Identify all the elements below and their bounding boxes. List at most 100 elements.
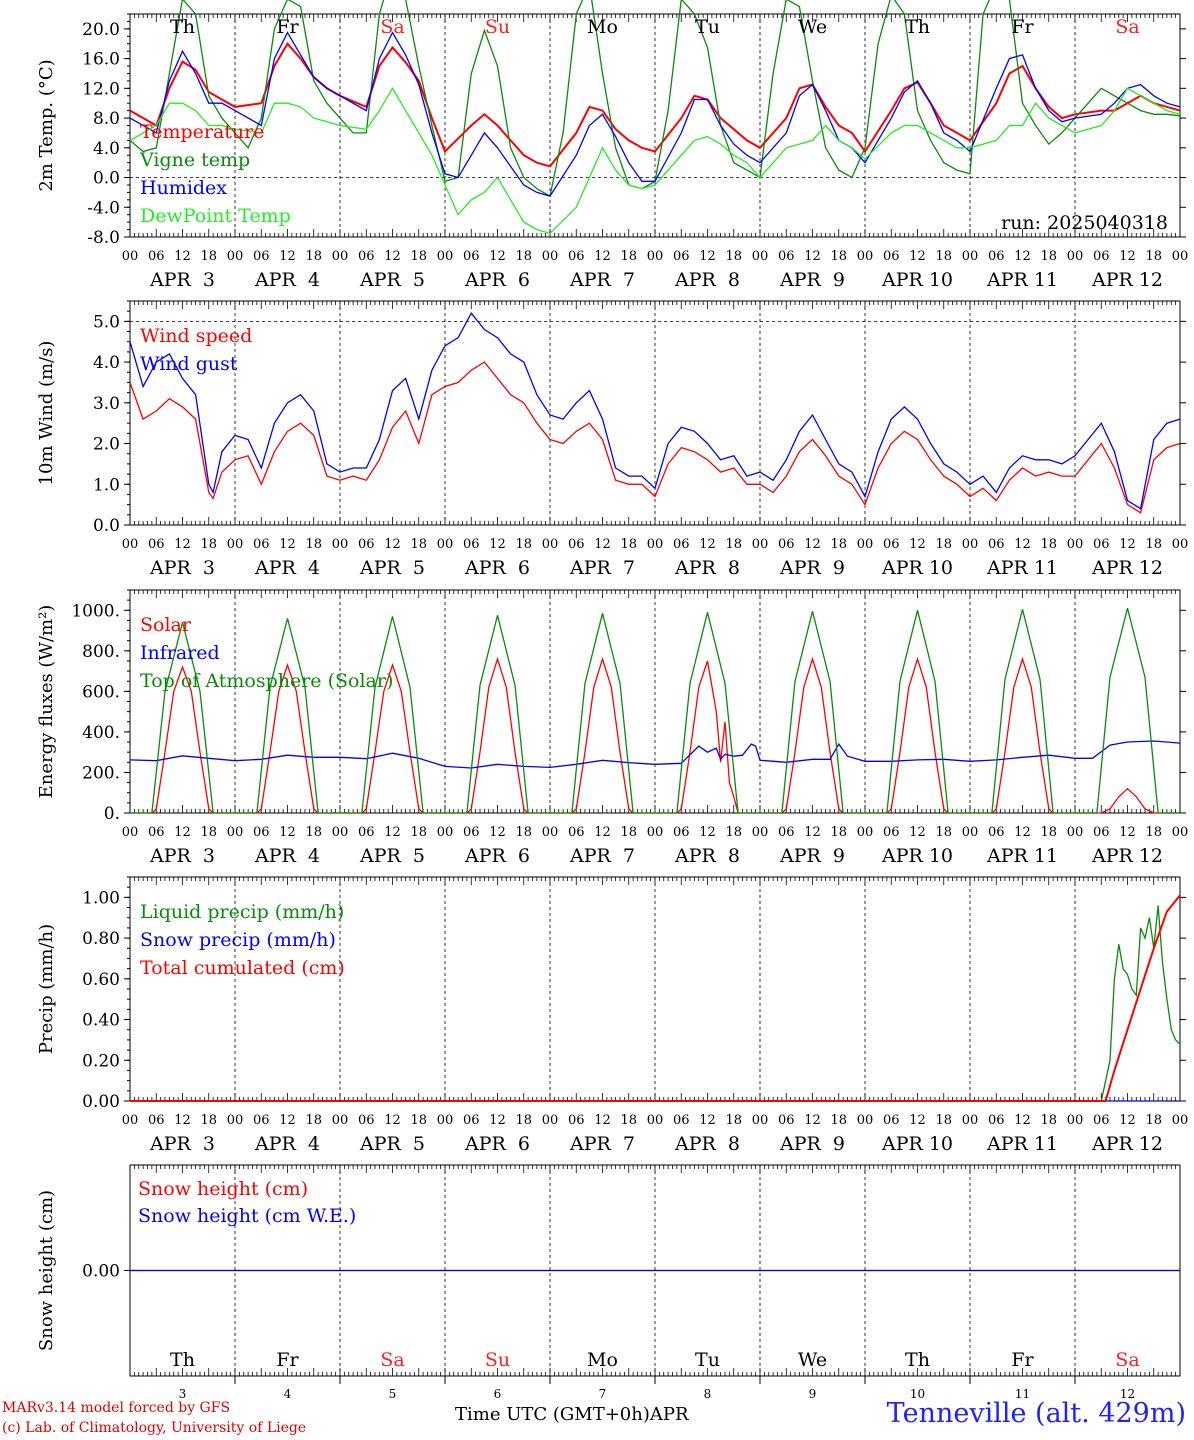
hour-tick-label: 18: [830, 537, 847, 552]
hour-tick-label: 06: [673, 1113, 690, 1128]
legend-solar: Solar: [140, 614, 192, 636]
weekday-label-bottom: We: [798, 1349, 827, 1371]
date-label: APR 9: [779, 1133, 845, 1155]
hour-tick-label: 18: [725, 1113, 742, 1128]
hour-tick-label: 00: [857, 1113, 874, 1128]
date-number-label: 6: [494, 1387, 502, 1401]
hour-tick-label: 06: [463, 1113, 480, 1128]
date-number-label: 11: [1015, 1387, 1030, 1401]
y-tick-label: 0.00: [82, 1262, 120, 1282]
hour-tick-label: 12: [174, 1113, 191, 1128]
date-label: APR 3: [149, 1133, 215, 1155]
hour-tick-label: 18: [410, 249, 427, 264]
y-tick-label: 0.20: [82, 1051, 120, 1071]
y-tick-label: 2.0: [93, 435, 120, 455]
hour-tick-label: 06: [673, 249, 690, 264]
panel-2: [124, 300, 1186, 526]
series-line-solar: [130, 656, 1180, 814]
date-label: APR 5: [359, 557, 425, 579]
series-line-dewpoint-temp: [129, 87, 1181, 235]
hour-tick-label: 06: [1093, 249, 1110, 264]
date-label: APR 11: [986, 1133, 1058, 1155]
hour-tick-label: 12: [1014, 825, 1031, 840]
hour-tick-label: 06: [253, 537, 270, 552]
hour-tick-label: 00: [122, 1113, 139, 1128]
legend-total-cumulated-cm: Total cumulated (cm): [140, 957, 345, 979]
hour-tick-label: 06: [148, 825, 165, 840]
hour-tick-label: 00: [227, 1113, 244, 1128]
date-label: APR 7: [569, 845, 635, 867]
date-label: APR 11: [986, 557, 1058, 579]
hour-tick-label: 06: [358, 537, 375, 552]
hour-tick-label: 18: [1040, 249, 1057, 264]
y-tick-label: -8.0: [87, 228, 120, 248]
hour-tick-label: 18: [515, 249, 532, 264]
hour-tick-label: 18: [935, 825, 952, 840]
weekday-label-top: Th: [170, 16, 195, 38]
hour-tick-label: 00: [437, 537, 454, 552]
hour-tick-label: 06: [1093, 1113, 1110, 1128]
time-axis-label: Time UTC (GMT+0h)APR: [455, 1404, 689, 1425]
hour-tick-label: 12: [699, 825, 716, 840]
hour-tick-label: 18: [410, 825, 427, 840]
hour-tick-label: 12: [804, 537, 821, 552]
hour-tick-label: 18: [305, 249, 322, 264]
hour-tick-label: 12: [594, 249, 611, 264]
y-tick-label: 1.0: [93, 475, 120, 495]
hour-tick-label: 06: [988, 1113, 1005, 1128]
hour-tick-label: 12: [804, 1113, 821, 1128]
weekday-label-top: Fr: [1011, 16, 1034, 38]
y-tick-label: 12.0: [82, 79, 120, 99]
hour-tick-label: 00: [122, 249, 139, 264]
hour-tick-label: 00: [647, 1113, 664, 1128]
hour-tick-label: 00: [332, 825, 349, 840]
y-axis-label: Snow height (cm): [36, 1190, 57, 1351]
hour-tick-label: 18: [620, 825, 637, 840]
hour-tick-label: 18: [1040, 1113, 1057, 1128]
hour-tick-label: 00: [647, 537, 664, 552]
hour-tick-label: 06: [253, 249, 270, 264]
hour-tick-label: 06: [988, 537, 1005, 552]
date-label: APR 6: [464, 845, 530, 867]
y-tick-label: 0.0: [93, 169, 120, 189]
date-label: APR 12: [1091, 1133, 1163, 1155]
hour-tick-label: 06: [568, 249, 585, 264]
hour-tick-label: 06: [463, 537, 480, 552]
hour-tick-label: 00: [1172, 825, 1189, 840]
model-credit: MARv3.14 model forced by GFS: [2, 1400, 231, 1416]
hour-tick-label: 00: [962, 1113, 979, 1128]
hour-tick-label: 06: [673, 825, 690, 840]
y-tick-label: 5.0: [93, 312, 120, 332]
y-tick-label: 800.: [82, 642, 120, 662]
weekday-label-top: Sa: [380, 16, 404, 38]
y-tick-label: 0.00: [82, 1092, 120, 1112]
weekday-label-bottom: Fr: [276, 1349, 299, 1371]
hour-tick-label: 00: [752, 249, 769, 264]
legend-dewpoint-temp: DewPoint Temp: [140, 205, 291, 227]
hour-tick-label: 12: [1119, 1113, 1136, 1128]
series-line-wind-gust: [129, 312, 1181, 510]
hour-tick-label: 06: [883, 1113, 900, 1128]
y-tick-label: 200.: [82, 763, 120, 783]
hour-tick-label: 06: [988, 249, 1005, 264]
date-label: APR 3: [149, 269, 215, 291]
y-tick-label: 0.60: [82, 970, 120, 990]
hour-tick-label: 00: [752, 537, 769, 552]
hour-tick-label: 12: [1119, 825, 1136, 840]
legend-wind-gust: Wind gust: [140, 353, 238, 375]
y-axis-label: Energy fluxes (W/m²): [36, 605, 57, 799]
hour-tick-label: 12: [909, 249, 926, 264]
date-label: APR 4: [254, 845, 320, 867]
hour-tick-label: 18: [200, 249, 217, 264]
hour-tick-label: 12: [279, 249, 296, 264]
hour-tick-label: 18: [200, 1113, 217, 1128]
date-label: APR 11: [986, 269, 1058, 291]
hour-tick-label: 12: [699, 537, 716, 552]
weekday-label-top: Fr: [276, 16, 299, 38]
hour-tick-label: 00: [1172, 1113, 1189, 1128]
date-label: APR 10: [881, 269, 953, 291]
hour-tick-label: 12: [384, 537, 401, 552]
hour-tick-label: 00: [542, 825, 559, 840]
hour-tick-label: 18: [935, 537, 952, 552]
weekday-label-bottom: Mo: [587, 1349, 618, 1371]
